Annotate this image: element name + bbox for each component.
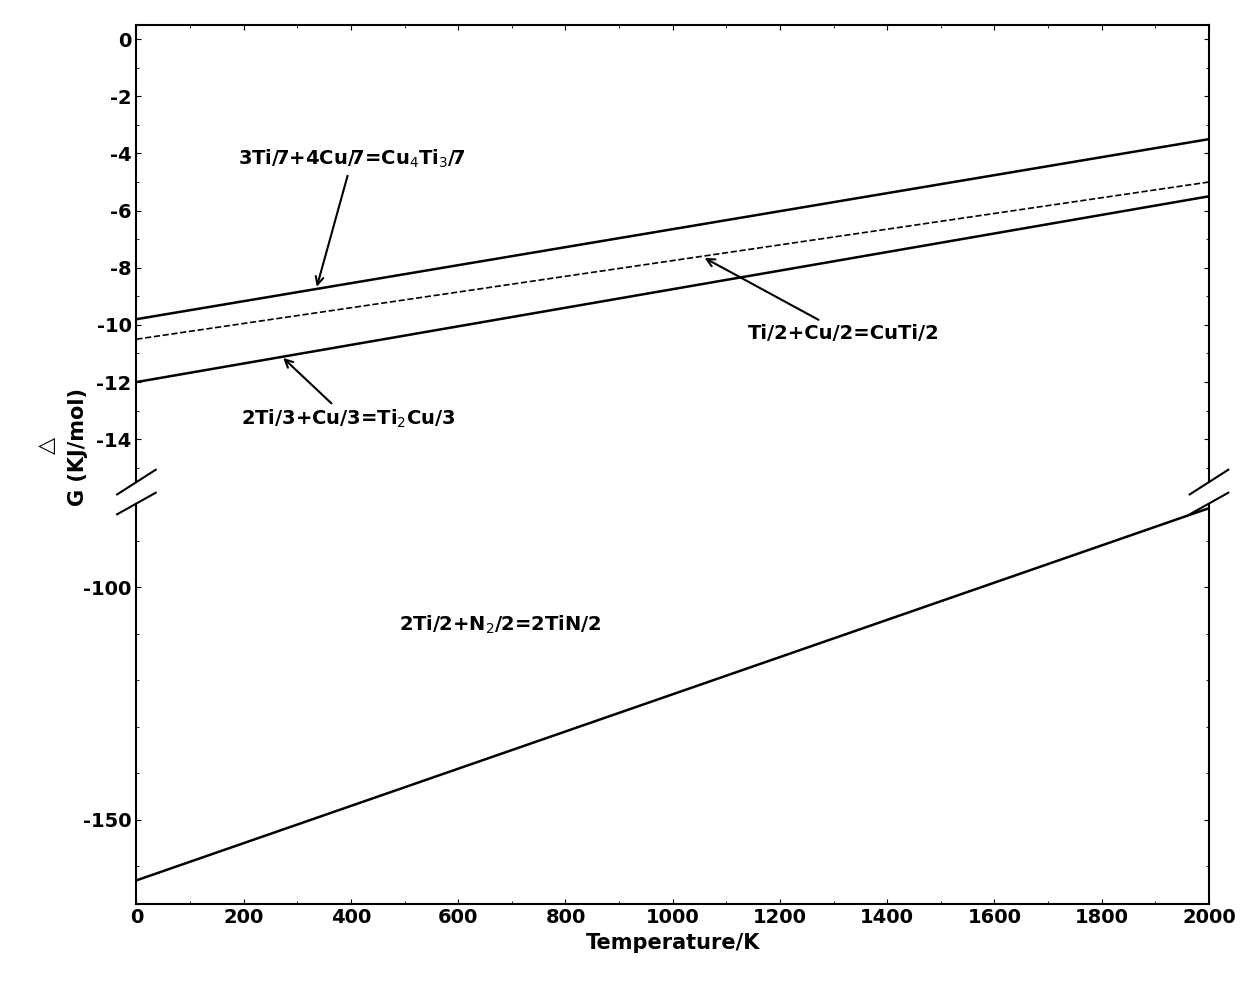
Text: 3Ti/7+4Cu/7=Cu$_4$Ti$_3$/7: 3Ti/7+4Cu/7=Cu$_4$Ti$_3$/7 <box>238 148 466 285</box>
X-axis label: Temperature/K: Temperature/K <box>585 933 760 953</box>
Text: $\triangle$: $\triangle$ <box>37 435 58 459</box>
Text: G (KJ/mol): G (KJ/mol) <box>68 388 88 505</box>
Text: 2Ti/2+N$_2$/2=2TiN/2: 2Ti/2+N$_2$/2=2TiN/2 <box>399 614 601 636</box>
Text: Ti/2+Cu/2=CuTi/2: Ti/2+Cu/2=CuTi/2 <box>707 259 940 343</box>
Text: 2Ti/3+Cu/3=Ti$_2$Cu/3: 2Ti/3+Cu/3=Ti$_2$Cu/3 <box>241 359 455 430</box>
